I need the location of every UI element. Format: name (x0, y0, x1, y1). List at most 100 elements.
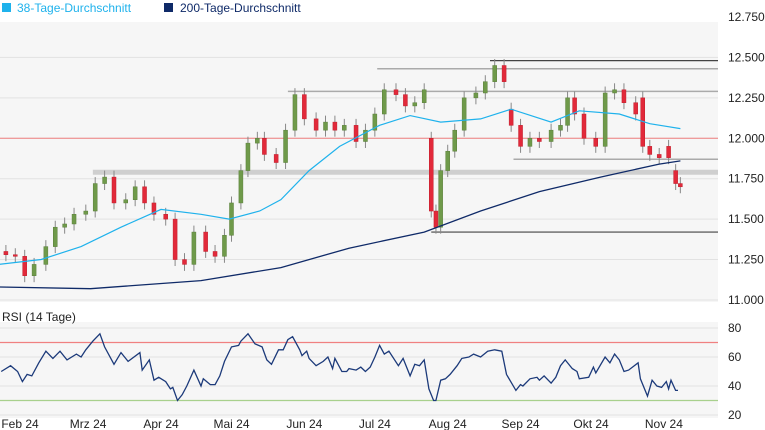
rsi-plot-area (0, 322, 718, 418)
candle-down (22, 256, 27, 276)
candle-up (92, 183, 98, 212)
legend-item-ma200[interactable]: 200-Tage-Durchschnitt (164, 1, 301, 15)
legend-label-ma38: 38-Tage-Durchschnitt (17, 1, 132, 15)
candle-up (421, 89, 427, 103)
y-tick-label: 12.750 (728, 10, 765, 24)
candle-up (363, 129, 368, 142)
candle-up (292, 94, 298, 131)
candle-up (238, 170, 244, 204)
candle-down (621, 89, 627, 103)
price-levels (0, 60, 718, 233)
candle-down (673, 170, 678, 184)
x-tick-label: Jul 24 (359, 417, 391, 430)
legend-label-ma200: 200-Tage-Durchschnitt (180, 1, 301, 15)
x-tick-label: Nov 24 (645, 417, 683, 430)
x-tick-label: Jun 24 (286, 417, 322, 430)
legend-swatch-ma200 (164, 3, 173, 12)
candle-up (191, 231, 197, 265)
rsi-grid (0, 327, 718, 416)
candle-up (372, 113, 378, 131)
candle-up (71, 214, 77, 225)
candle-up (123, 199, 128, 204)
x-tick-label: Aug 24 (429, 417, 467, 430)
candle-up (245, 142, 251, 171)
legend-swatch-ma38 (2, 3, 11, 12)
candle-down (537, 138, 542, 142)
candle-down (633, 102, 638, 115)
rsi-y-axis: 80 60 40 20 (728, 321, 742, 422)
legend-item-ma38[interactable]: 38-Tage-Durchschnitt (2, 1, 132, 15)
candle-up (132, 186, 138, 200)
candle-up (382, 89, 387, 115)
candle-down (666, 146, 671, 158)
candle-up (83, 210, 89, 215)
moving-averages (0, 108, 681, 290)
ma38-line (0, 108, 681, 265)
candle-down (151, 202, 157, 215)
rsi-title: RSI (14 Tage) (2, 310, 76, 324)
candle-down (393, 89, 399, 95)
x-tick-label: Mai 24 (213, 417, 249, 430)
x-tick-label: Sep 24 (502, 417, 540, 430)
candle-down (273, 154, 279, 163)
x-tick-label: Okt 24 (573, 417, 609, 430)
y-tick-label: 12.000 (728, 131, 765, 145)
candle-up (602, 92, 608, 147)
y-tick-label: 12.250 (728, 91, 765, 105)
candle-up (43, 246, 49, 265)
candle-up (548, 129, 554, 142)
candle-down (518, 125, 523, 147)
rsi-y-tick-label: 80 (728, 321, 742, 335)
x-tick-label: Apr 24 (143, 417, 179, 430)
candle-up (323, 121, 328, 131)
candle-up (445, 150, 450, 171)
candle-up (222, 235, 227, 257)
candle-down (501, 65, 507, 82)
candle-down (302, 94, 307, 120)
candle-down (172, 218, 178, 260)
candle-up (412, 102, 418, 107)
candle-up (473, 92, 479, 99)
candle-up (483, 81, 488, 94)
candle-down (13, 254, 18, 257)
candle-up (62, 223, 67, 228)
x-tick-label: Mrz 24 (70, 417, 107, 430)
candle-down (262, 138, 267, 155)
rsi-line-group (0, 332, 678, 402)
y-tick-label: 11.750 (728, 172, 764, 186)
candle-down (111, 176, 117, 204)
candle-down (163, 214, 168, 220)
candle-up (452, 129, 457, 152)
candle-down (581, 113, 587, 139)
rsi-y-tick-label: 20 (728, 408, 742, 422)
candle-down (433, 210, 439, 228)
candle-down (572, 97, 577, 115)
candle-down (593, 138, 598, 147)
candle-up (342, 125, 347, 131)
candle-down (429, 138, 434, 212)
candle-down (142, 186, 147, 204)
candle-up (283, 129, 288, 163)
candle-up (492, 65, 497, 82)
x-tick-label: Feb 24 (1, 417, 39, 430)
candle-down (678, 183, 683, 188)
candle-up (53, 226, 58, 247)
candle-down (647, 146, 653, 155)
candle-up (612, 89, 617, 94)
rsi-line (0, 332, 678, 402)
candle-down (313, 118, 319, 131)
price-candles (3, 59, 683, 283)
candle-down (332, 121, 338, 131)
candle-up (461, 97, 467, 131)
y-tick-label: 11.000 (728, 293, 764, 307)
candle-up (102, 176, 107, 184)
candle-down (203, 231, 208, 252)
rsi-y-tick-label: 40 (728, 379, 742, 393)
rsi-y-tick-label: 60 (728, 350, 742, 364)
candle-down (353, 125, 359, 142)
candle-down (212, 251, 218, 257)
y-tick-label: 12.500 (728, 50, 765, 64)
legend: 38-Tage-Durchschnitt 200-Tage-Durchschni… (2, 1, 301, 15)
y-tick-label: 11.500 (728, 212, 764, 226)
